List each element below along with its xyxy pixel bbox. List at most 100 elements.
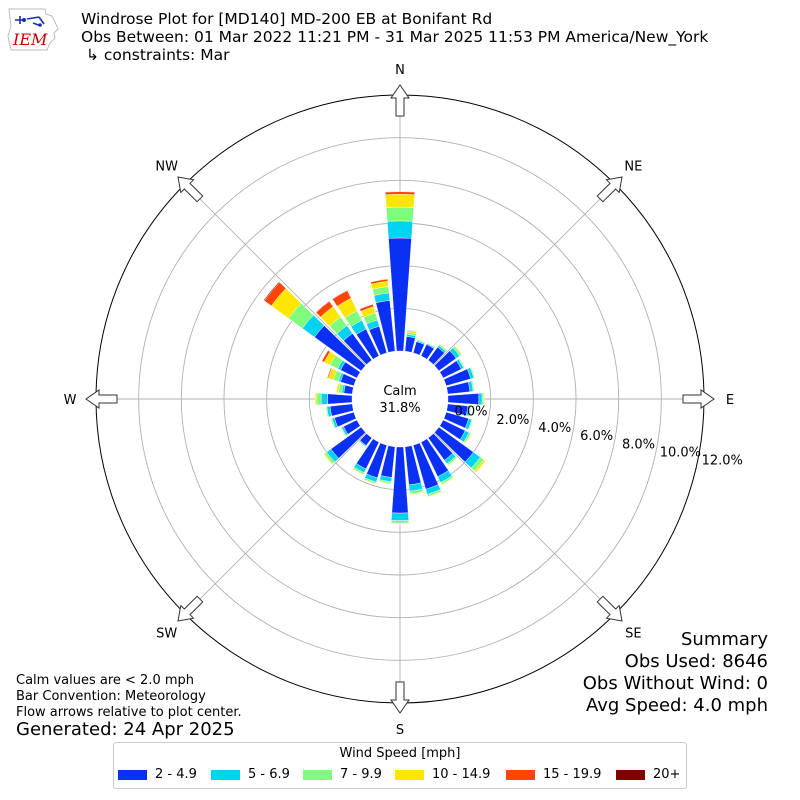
radial-tick-labels: 0.0% 2.0% 4.0% 6.0% 8.0% 10.0%12.0% bbox=[454, 405, 742, 469]
wind-bar-segment bbox=[340, 427, 346, 437]
wind-bar-segment bbox=[326, 367, 333, 379]
wind-bar-segment bbox=[331, 289, 348, 300]
wind-bar-segment bbox=[390, 522, 410, 525]
wind-bar-segment bbox=[320, 393, 328, 405]
wind-bar-segment bbox=[336, 383, 341, 393]
legend-swatch-bin-5 bbox=[506, 770, 535, 780]
legend-title: Wind Speed [mph] bbox=[339, 746, 461, 761]
legend-swatch-bin-4 bbox=[395, 770, 424, 780]
direction-arrow-icon bbox=[682, 389, 715, 409]
direction-arrow-icon bbox=[390, 681, 410, 714]
wind-bar-segment bbox=[391, 446, 409, 514]
wind-bar-segment bbox=[385, 193, 415, 208]
wind-bar-segment bbox=[427, 342, 436, 348]
legend-label-bin-2: 5 - 6.9 bbox=[248, 767, 290, 782]
wind-bar-segment bbox=[427, 491, 442, 498]
wind-bar-segment bbox=[325, 406, 328, 418]
wind-bar-segment bbox=[454, 345, 463, 355]
compass-label-w: W bbox=[64, 393, 77, 408]
wind-bar-segment bbox=[263, 281, 281, 302]
legend: Wind Speed [mph] 2 - 4.9 5 - 6.9 7 - 9.9… bbox=[113, 742, 687, 789]
wind-bar-segment bbox=[323, 453, 334, 465]
flow-note: Flow arrows relative to plot center. bbox=[16, 705, 242, 720]
direction-arrow-icon bbox=[596, 595, 623, 622]
legend-label-bin-5: 15 - 19.9 bbox=[543, 767, 602, 782]
calm-note: Calm values are < 2.0 mph bbox=[16, 673, 195, 688]
wind-bar-segment bbox=[370, 278, 389, 285]
generated-date: Generated: 24 Apr 2025 bbox=[16, 719, 235, 740]
direction-arrow-icon bbox=[177, 176, 204, 203]
wind-bar-segment bbox=[359, 303, 374, 312]
windrose-bars bbox=[263, 191, 486, 525]
wind-bar-segment bbox=[474, 459, 486, 473]
wind-bar-segment bbox=[409, 491, 424, 495]
bar-convention-note: Bar Convention: Meteorology bbox=[16, 689, 206, 704]
wind-bar-segment bbox=[386, 206, 414, 222]
grid-spoke bbox=[433, 432, 616, 615]
wind-bar-segment bbox=[314, 392, 318, 406]
compass-label-sw: SW bbox=[156, 626, 177, 641]
wind-bar-segment bbox=[315, 300, 330, 313]
legend-swatch-bin-6 bbox=[616, 770, 645, 780]
chart-title: Windrose Plot for [MD140] MD-200 EB at B… bbox=[81, 10, 493, 28]
wind-bar-segment bbox=[330, 418, 335, 429]
wind-bar-segment bbox=[316, 392, 322, 406]
wind-bar-segment bbox=[343, 384, 354, 395]
compass-label-e: E bbox=[726, 393, 734, 408]
wind-bar-segment bbox=[387, 220, 413, 239]
wind-bar-segment bbox=[447, 457, 458, 466]
legend-swatch-bin-2 bbox=[211, 770, 240, 780]
calm-label: Calm bbox=[383, 384, 416, 399]
grid-spoke bbox=[433, 183, 616, 366]
compass-label-s: S bbox=[396, 723, 404, 738]
wind-bar-segment bbox=[378, 481, 392, 485]
wind-bar-segment bbox=[468, 419, 474, 431]
legend-swatch-bin-1 bbox=[118, 770, 147, 780]
summary-title: Summary bbox=[681, 629, 768, 650]
compass-label-n: N bbox=[395, 63, 405, 78]
wind-bar-segment bbox=[472, 380, 475, 392]
radial-tick-label: 4.0% bbox=[538, 421, 571, 436]
obs-used: Obs Used: 8646 bbox=[624, 651, 768, 672]
wind-bar-segment bbox=[464, 433, 472, 444]
legend-label-bin-4: 10 - 14.9 bbox=[432, 767, 491, 782]
obs-between: Obs Between: 01 Mar 2022 11:21 PM - 31 M… bbox=[81, 28, 709, 46]
radial-tick-label: 12.0% bbox=[702, 454, 743, 469]
wind-bar-segment bbox=[439, 343, 448, 351]
wind-bar-segment bbox=[358, 441, 366, 448]
direction-arrows bbox=[85, 84, 715, 714]
wind-bar-segment bbox=[384, 191, 416, 195]
wind-bar-segment bbox=[391, 512, 409, 521]
radial-tick-label: 6.0% bbox=[580, 429, 613, 444]
compass-label-se: SE bbox=[625, 626, 641, 641]
wind-bar-segment bbox=[321, 350, 331, 363]
direction-arrow-icon bbox=[390, 84, 410, 117]
direction-arrow-icon bbox=[85, 389, 118, 409]
wind-bar-segment bbox=[459, 358, 466, 368]
wind-bar-segment bbox=[483, 392, 485, 406]
legend-swatch-bin-3 bbox=[303, 770, 332, 780]
constraints: ↳ constraints: Mar bbox=[86, 46, 230, 64]
axis-labels: N NE E SE S SW W NW bbox=[64, 63, 735, 738]
wind-bar-segment bbox=[363, 479, 377, 485]
legend-label-bin-1: 2 - 4.9 bbox=[155, 767, 197, 782]
grid-spoke bbox=[184, 432, 367, 615]
compass-label-nw: NW bbox=[155, 160, 178, 175]
obs-without-wind: Obs Without Wind: 0 bbox=[582, 673, 768, 694]
legend-label-bin-6: 20+ bbox=[653, 767, 681, 782]
direction-arrow-icon bbox=[596, 176, 623, 203]
wind-bar-segment bbox=[416, 338, 426, 343]
wind-bar-segment bbox=[352, 468, 364, 476]
radial-tick-label: 10.0% bbox=[660, 445, 701, 460]
wind-bar-segment bbox=[441, 477, 454, 486]
legend-label-bin-3: 7 - 9.9 bbox=[340, 767, 382, 782]
wind-bar-segment bbox=[406, 329, 418, 333]
wind-bar-segment bbox=[327, 393, 353, 405]
wind-bar-segment bbox=[469, 406, 472, 417]
calm-circle bbox=[352, 351, 448, 447]
iem-logo: IEM bbox=[7, 8, 59, 51]
direction-arrow-icon bbox=[177, 595, 204, 622]
wind-bar-segment bbox=[390, 520, 410, 524]
avg-speed: Avg Speed: 4.0 mph bbox=[586, 695, 768, 716]
